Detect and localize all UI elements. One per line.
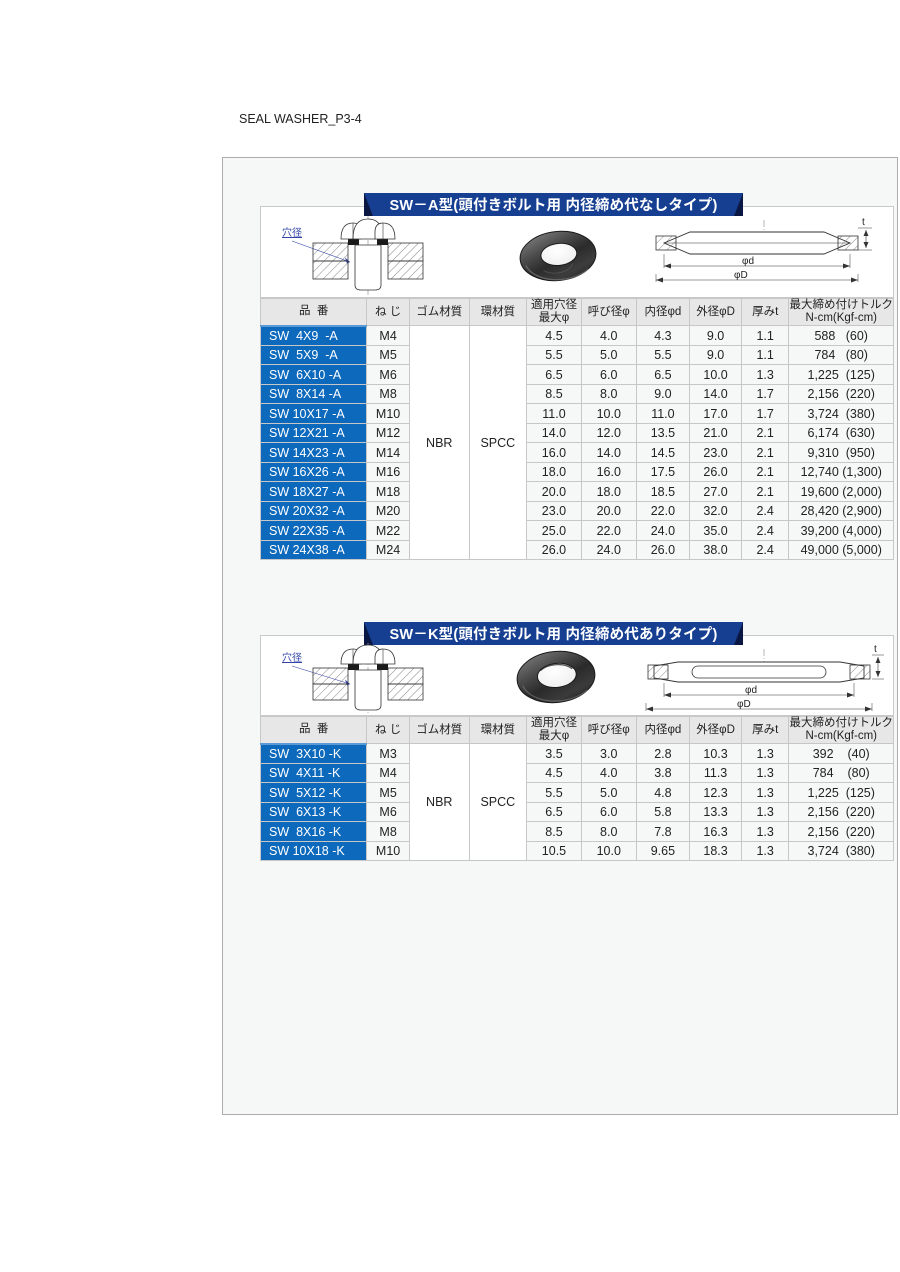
svg-text:φd: φd	[742, 256, 754, 267]
svg-text:φd: φd	[745, 685, 757, 696]
svg-text:φD: φD	[734, 270, 748, 281]
svg-text:穴径: 穴径	[282, 226, 302, 239]
svg-text:φD: φD	[737, 699, 751, 710]
svg-text:t: t	[862, 217, 865, 228]
svg-text:t: t	[874, 644, 877, 655]
svg-text:穴径: 穴径	[282, 651, 302, 664]
